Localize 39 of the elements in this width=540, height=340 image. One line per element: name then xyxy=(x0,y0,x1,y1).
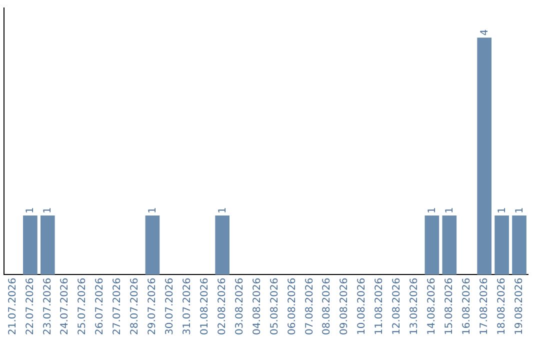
x-tick-label: 02.08.2026 xyxy=(216,278,228,336)
data-label: 1 xyxy=(217,207,228,214)
data-label: 1 xyxy=(496,207,508,214)
x-tick-label: 23.07.2026 xyxy=(42,278,54,336)
data-label: 1 xyxy=(444,207,456,214)
x-tick-label: 13.08.2026 xyxy=(409,278,420,336)
x-tick-label: 19.08.2026 xyxy=(514,278,525,336)
x-tick-label: 12.08.2026 xyxy=(392,278,403,336)
x-tick-label: 10.08.2026 xyxy=(356,278,368,336)
data-label: 1 xyxy=(42,207,54,214)
x-tick-label: 25.07.2026 xyxy=(77,278,88,336)
x-tick-label: 03.08.2026 xyxy=(234,278,246,336)
x-tick-label: 21.07.2026 xyxy=(7,278,18,336)
x-tick-label: 17.08.2026 xyxy=(478,278,490,336)
x-tick-label: 08.08.2026 xyxy=(322,278,333,336)
data-label: 1 xyxy=(25,207,36,214)
x-tick-label: 22.07.2026 xyxy=(24,278,36,336)
x-tick-label: 14.08.2026 xyxy=(426,278,438,336)
x-tick-label: 27.07.2026 xyxy=(112,278,124,336)
data-label: 1 xyxy=(147,207,158,214)
x-tick-label: 05.08.2026 xyxy=(269,278,280,336)
data-label: 1 xyxy=(426,207,438,214)
x-tick-label: 16.08.2026 xyxy=(461,278,472,336)
x-tick-label: 26.07.2026 xyxy=(94,278,106,336)
x-tick-label: 06.08.2026 xyxy=(286,278,298,336)
x-tick-label: 18.08.2026 xyxy=(496,278,508,336)
x-tick-label: 01.08.2026 xyxy=(199,278,210,336)
x-tick-label: 24.07.2026 xyxy=(60,278,71,336)
data-label: 1 xyxy=(514,207,526,214)
x-tick-label: 30.07.2026 xyxy=(164,278,176,336)
x-tick-label: 09.08.2026 xyxy=(339,278,350,336)
x-tick-label: 15.08.2026 xyxy=(444,278,455,336)
x-tick-label: 07.08.2026 xyxy=(304,278,316,336)
x-tick-label: 31.07.2026 xyxy=(182,278,193,336)
x-tick-label: 28.07.2026 xyxy=(130,278,141,336)
data-label: 4 xyxy=(479,29,490,36)
x-tick-label: 11.08.2026 xyxy=(374,278,386,336)
x-tick-label: 29.07.2026 xyxy=(147,278,158,336)
x-tick-label: 04.08.2026 xyxy=(252,278,263,336)
